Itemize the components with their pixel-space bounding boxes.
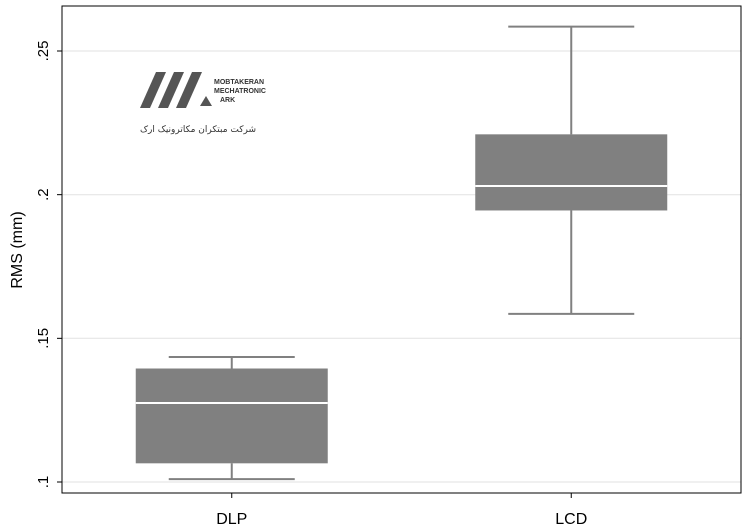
y-tick-label: .25	[35, 41, 52, 62]
box-dlp	[136, 357, 328, 479]
x-category-label: LCD	[555, 511, 587, 528]
logo-mark-icon	[140, 72, 212, 108]
x-axis: DLP LCD	[216, 493, 587, 528]
logo-line-3: ARK	[220, 97, 235, 104]
logo-line-2: MECHATRONIC	[214, 88, 266, 95]
y-tick-label: .2	[35, 188, 52, 201]
logo-line-1: MOBTAKERAN	[214, 79, 264, 86]
watermark-logo: MOBTAKERAN MECHATRONIC ARK شرکت مبتکران …	[140, 72, 266, 135]
box-lcd	[475, 27, 667, 314]
y-tick-label: .15	[35, 328, 52, 349]
y-axis-title: RMS (mm)	[9, 211, 26, 288]
iqr-box	[136, 369, 328, 464]
x-category-label: DLP	[216, 511, 247, 528]
iqr-box	[475, 134, 667, 210]
y-axis: .1 .15 .2 .25	[35, 41, 62, 489]
logo-subtitle: شرکت مبتکران مکاترونیک ارک	[140, 124, 256, 135]
y-tick-label: .1	[35, 476, 52, 489]
